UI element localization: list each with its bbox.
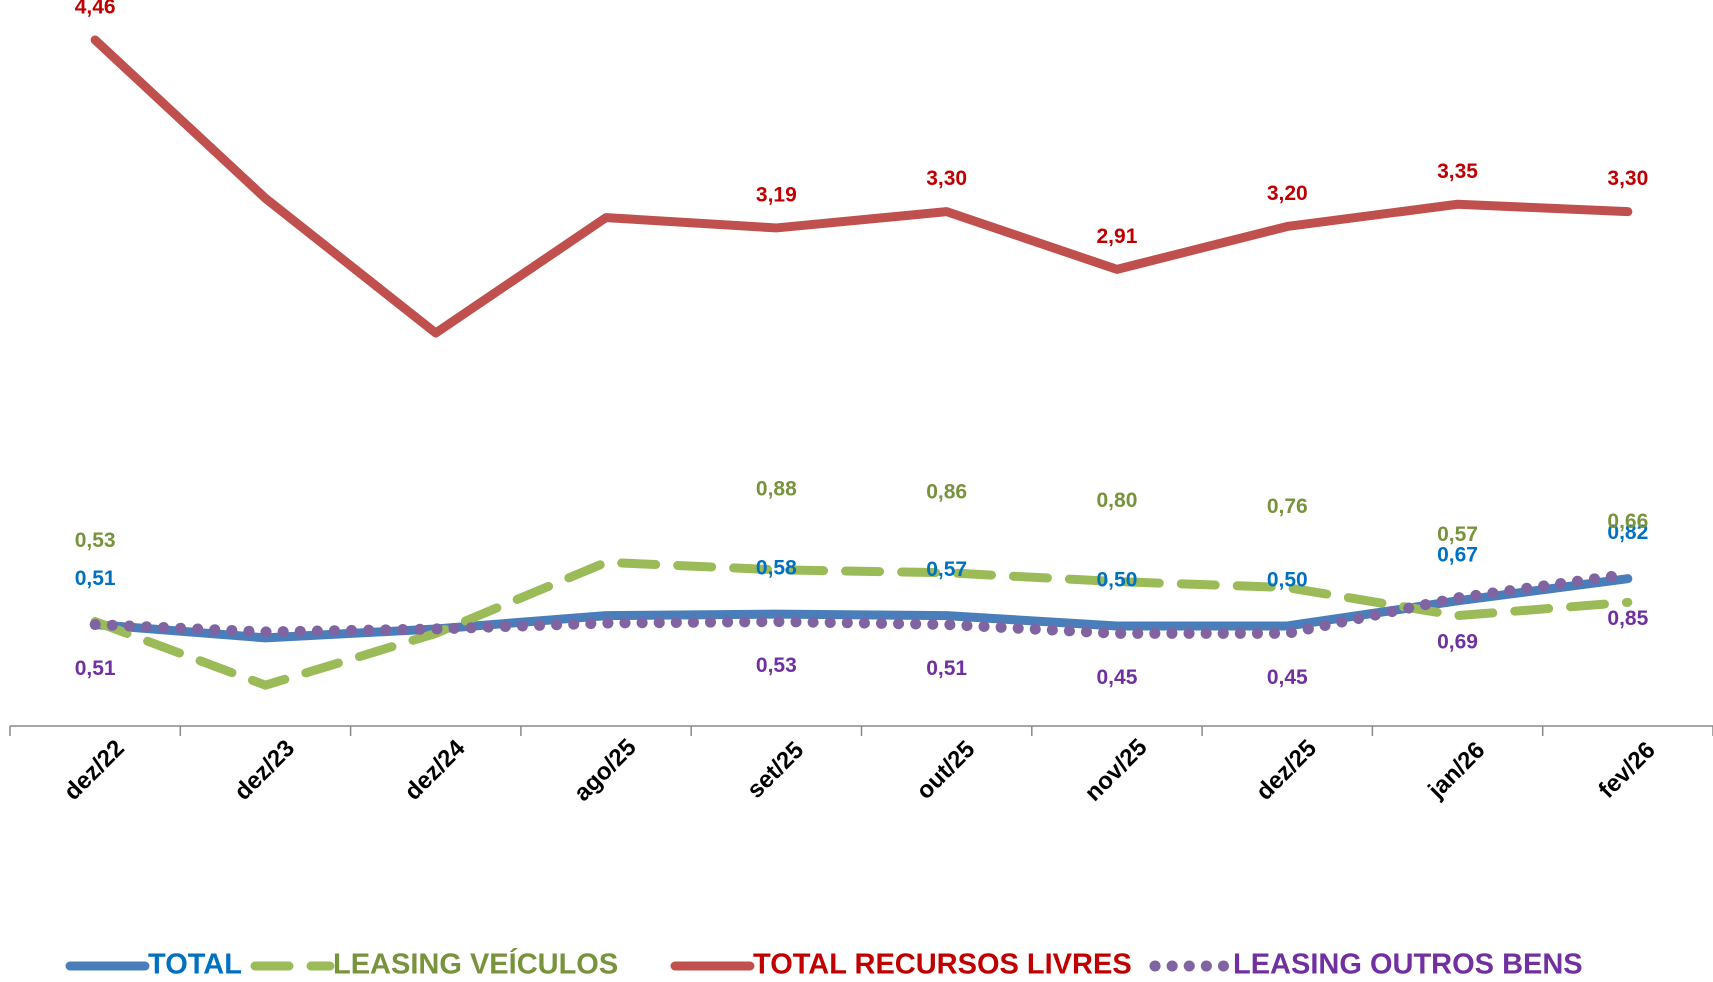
value-label: 0,53 (75, 529, 116, 552)
legend-label: LEASING VEÍCULOS (333, 947, 618, 981)
x-tick-label: fev/26 (1593, 737, 1660, 804)
value-label: 4,46 (75, 0, 116, 19)
value-label: 0,45 (1097, 666, 1138, 689)
value-label: 3,20 (1267, 182, 1308, 205)
value-label: 3,30 (1607, 167, 1648, 190)
value-label: 0,50 (1267, 569, 1308, 592)
value-label: 0,50 (1097, 569, 1138, 592)
value-label: 0,76 (1267, 495, 1308, 518)
series-line (89, 568, 1634, 639)
value-label: 0,57 (926, 558, 967, 581)
x-tick-label: set/25 (742, 737, 809, 804)
value-label: 0,67 (1437, 543, 1478, 566)
value-label: 0,66 (1607, 510, 1648, 533)
x-tick-label: dez/25 (1251, 735, 1322, 806)
value-label: 0,53 (756, 654, 797, 677)
legend-label: LEASING OUTROS BENS (1233, 949, 1583, 981)
value-label: 3,30 (926, 167, 967, 190)
x-tick-label: nov/25 (1080, 734, 1153, 807)
value-label: 3,35 (1437, 160, 1478, 183)
x-tick-label: jan/26 (1422, 737, 1490, 805)
x-tick-label: dez/23 (229, 735, 300, 806)
series-line (90, 557, 1633, 690)
value-label: 0,58 (756, 557, 797, 580)
legend-label: TOTAL (148, 949, 242, 981)
x-tick-label: dez/22 (59, 735, 130, 806)
value-label: 0,85 (1607, 607, 1648, 630)
x-tick-label: out/25 (911, 736, 980, 805)
value-label: 0,82 (1607, 521, 1648, 544)
value-label: 0,51 (75, 567, 116, 590)
value-label: 3,19 (756, 183, 797, 206)
series-line (90, 574, 1633, 643)
value-label: 0,51 (75, 657, 116, 680)
legend-label: TOTAL RECURSOS LIVRES (753, 949, 1132, 981)
x-tick-label: dez/24 (399, 734, 470, 805)
value-label: 0,88 (756, 477, 797, 500)
series-line (90, 35, 1633, 338)
value-label: 0,57 (1437, 523, 1478, 546)
value-label: 2,91 (1097, 225, 1138, 248)
value-label: 0,80 (1097, 489, 1138, 512)
value-label: 0,86 (926, 480, 967, 503)
value-label: 0,51 (926, 657, 967, 680)
value-label: 0,45 (1267, 666, 1308, 689)
x-tick-label: ago/25 (569, 734, 642, 807)
value-label: 0,69 (1437, 630, 1478, 653)
